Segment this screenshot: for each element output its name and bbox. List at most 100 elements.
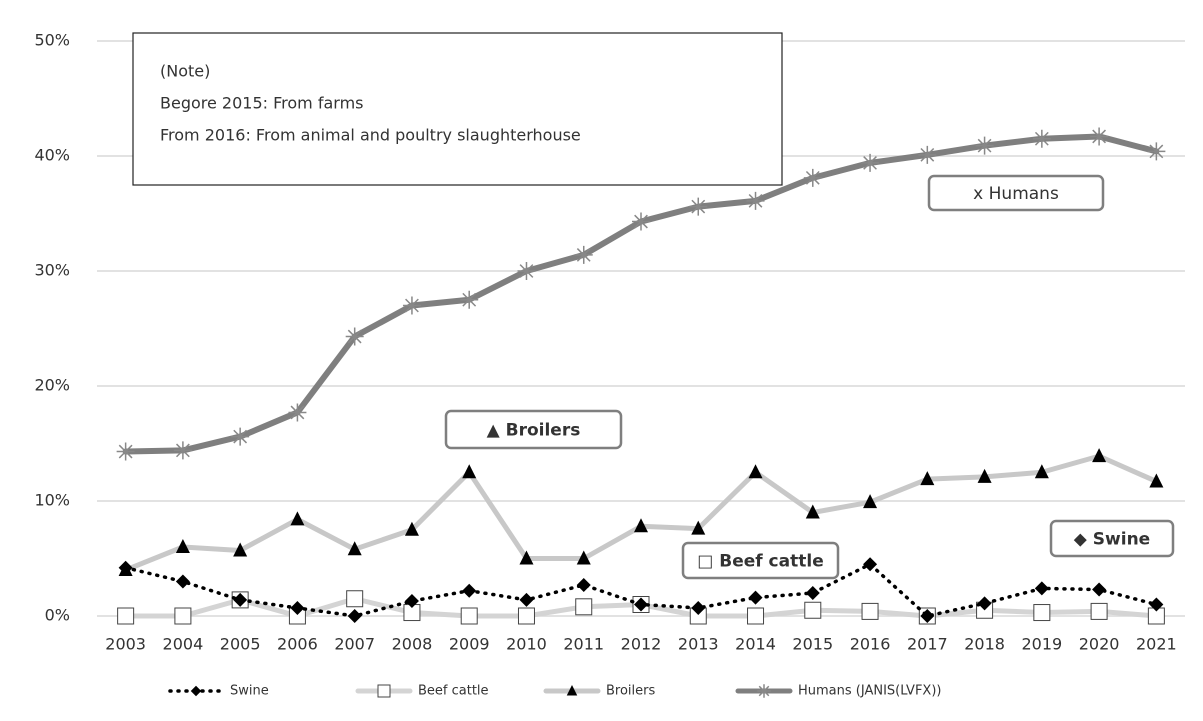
legend-marker	[190, 685, 202, 697]
data-point	[803, 168, 822, 187]
x-tick-label: 2018	[964, 635, 1005, 654]
legend-marker	[377, 684, 391, 698]
y-tick-label: 10%	[34, 491, 70, 510]
x-tick-label: 2010	[506, 635, 547, 654]
data-point	[519, 592, 534, 607]
x-tick-label: 2006	[277, 635, 318, 654]
data-point	[632, 212, 650, 231]
annotation: ◆ Swine	[1074, 530, 1150, 550]
data-point	[1149, 473, 1164, 488]
annotation: □ Beef cattle	[697, 552, 823, 572]
data-point	[576, 550, 591, 565]
y-tick-label: 40%	[34, 146, 70, 165]
data-point	[460, 607, 478, 625]
data-point	[290, 600, 305, 615]
data-point	[1090, 602, 1108, 620]
data-point	[118, 560, 133, 575]
legend-label: Humans (JANIS(LVFX))	[798, 684, 941, 699]
data-point	[404, 594, 419, 609]
data-point	[233, 592, 248, 607]
legend-item: Beef cattle	[355, 684, 489, 699]
data-point	[174, 607, 192, 625]
data-point	[861, 602, 879, 620]
data-point	[691, 520, 706, 535]
y-tick-label: 20%	[34, 376, 70, 395]
note-line: Begore 2015: From farms	[160, 94, 364, 113]
series	[118, 448, 1164, 576]
data-point	[1147, 142, 1166, 161]
data-point	[861, 153, 880, 172]
data-point	[1092, 448, 1107, 463]
data-point	[975, 136, 994, 155]
data-point	[117, 607, 135, 625]
x-tick-label: 2005	[220, 635, 261, 654]
x-tick-label: 2020	[1079, 635, 1120, 654]
x-tick-label: 2013	[678, 635, 719, 654]
data-point	[691, 600, 706, 615]
annotation: ▲ Broilers	[487, 421, 581, 441]
legend-label: Beef cattle	[418, 684, 489, 699]
data-point	[116, 442, 135, 461]
data-point	[746, 191, 765, 210]
legend-label: Swine	[230, 684, 269, 699]
note-line: (Note)	[160, 62, 210, 81]
annotation-box	[1049, 519, 1175, 558]
data-point	[805, 586, 820, 600]
data-point	[462, 464, 477, 479]
data-point	[804, 601, 822, 619]
x-tick-label: 2021	[1136, 635, 1177, 654]
data-point	[345, 327, 364, 346]
data-point	[460, 290, 479, 309]
x-tick-label: 2007	[334, 635, 375, 654]
data-point	[347, 541, 362, 556]
series	[118, 557, 1164, 623]
data-point	[918, 145, 937, 164]
data-point	[576, 577, 591, 592]
data-point	[863, 557, 878, 572]
data-point	[634, 518, 648, 533]
y-tick-label: 0%	[45, 606, 70, 625]
data-point	[575, 598, 593, 616]
data-point	[175, 539, 190, 553]
x-tick-label: 2003	[105, 635, 146, 654]
data-point	[1034, 581, 1049, 596]
data-point	[689, 197, 708, 216]
x-tick-label: 2014	[735, 635, 776, 654]
note-box	[132, 32, 783, 186]
data-point	[1149, 597, 1164, 612]
data-point	[748, 464, 763, 479]
data-point	[517, 262, 536, 280]
data-point	[290, 511, 305, 526]
data-point	[402, 296, 421, 315]
annotation-box	[681, 541, 840, 580]
annotation: x Humans	[973, 184, 1059, 204]
data-point	[175, 574, 190, 589]
x-tick-label: 2011	[563, 635, 604, 654]
data-point	[920, 609, 935, 623]
x-tick-label: 2009	[449, 635, 490, 654]
data-point	[519, 550, 534, 565]
x-tick-label: 2004	[163, 635, 204, 654]
data-point	[231, 427, 250, 446]
legend-marker	[566, 685, 578, 696]
x-tick-label: 2017	[907, 635, 948, 654]
data-point	[977, 468, 992, 483]
data-point	[634, 597, 648, 612]
data-point	[920, 471, 935, 486]
data-point	[346, 590, 364, 608]
data-point	[747, 607, 765, 625]
data-point	[748, 590, 763, 605]
data-point	[1034, 464, 1049, 479]
series-line	[123, 453, 1159, 573]
x-tick-label: 2015	[792, 635, 833, 654]
data-point	[347, 609, 362, 623]
legend-label: Broilers	[606, 684, 655, 699]
x-tick-label: 2008	[392, 635, 433, 654]
data-point	[462, 583, 477, 598]
data-point	[173, 441, 192, 460]
data-point	[404, 521, 419, 536]
legend-item: Swine	[168, 684, 269, 699]
data-point	[1090, 127, 1109, 146]
series	[116, 127, 1166, 461]
